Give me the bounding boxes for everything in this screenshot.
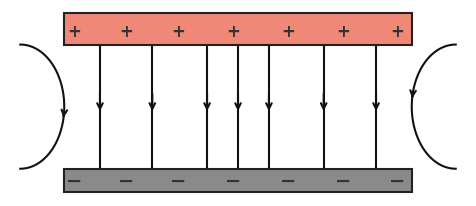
Text: +: + [119,22,133,40]
Text: −: − [225,171,241,190]
Text: −: − [280,171,296,190]
Text: +: + [281,22,295,40]
Text: −: − [389,171,406,190]
Text: −: − [66,171,82,190]
Text: +: + [67,22,81,40]
Bar [64,169,412,192]
Bar [64,14,412,45]
Text: +: + [390,22,405,40]
Text: +: + [336,22,350,40]
Text: −: − [170,171,187,190]
Text: −: − [335,171,351,190]
Text: −: − [118,171,134,190]
Text: +: + [226,22,240,40]
Text: +: + [171,22,186,40]
